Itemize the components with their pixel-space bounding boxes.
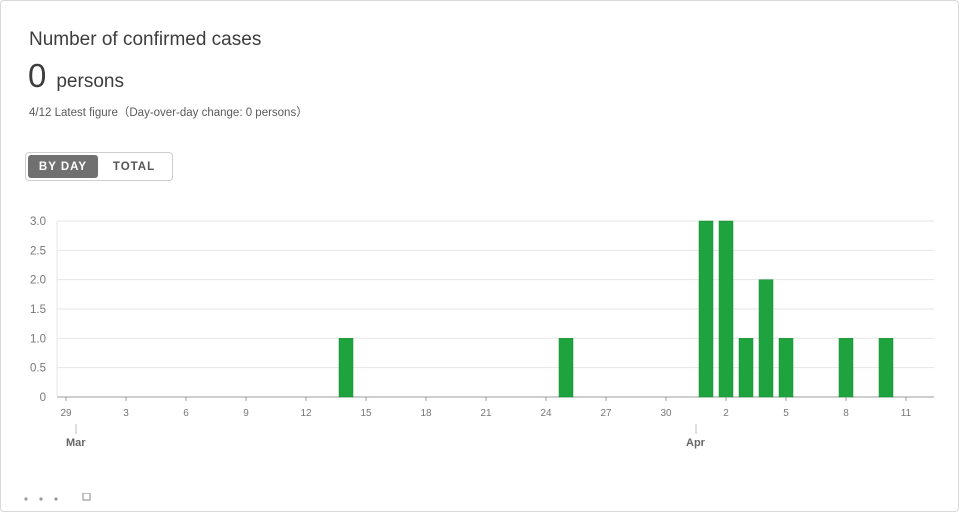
total-button[interactable]: TOTAL (112, 160, 156, 173)
y-tick-label: 3.0 (30, 216, 46, 228)
x-tick-label: 3 (123, 408, 129, 419)
x-tick-label: 8 (843, 408, 849, 419)
x-tick-label: 29 (60, 408, 72, 419)
chart-bars (338, 220, 894, 398)
cases-bar-chart: 29 3 6 9 12 15 18 21 24 27 30 2 5 8 11 Mar Apr 0 0.5 1.0 1.… (30, 216, 934, 449)
bar-2020-03-14 (338, 338, 354, 398)
bar-2020-04-04 (758, 279, 774, 398)
bar-2020-04-02 (718, 220, 734, 398)
y-tick-label: 1.5 (30, 304, 46, 316)
bar-2020-04-08 (838, 338, 854, 398)
card-title: Number of confirmed cases (29, 29, 262, 50)
month-label: Mar (66, 437, 86, 449)
x-tick-label: 30 (660, 408, 672, 419)
x-tick-label: 11 (901, 408, 912, 419)
y-tick-label: 2.5 (30, 245, 46, 257)
view-toggle: BY DAY TOTAL (25, 152, 173, 181)
bar-2020-04-03 (738, 338, 754, 398)
chart-y-axis: 0 0.5 1.0 1.5 2.0 2.5 3.0 (30, 216, 46, 404)
bar-2020-04-05 (778, 338, 794, 398)
bar-2020-04-10 (878, 338, 894, 398)
y-tick-label: 1.0 (30, 333, 46, 345)
x-tick-label: 15 (360, 408, 372, 419)
x-tick-label: 2 (723, 408, 729, 419)
y-tick-label: 0.5 (30, 363, 46, 375)
x-tick-label: 24 (540, 408, 552, 419)
y-tick-label: 2.0 (30, 275, 46, 287)
chart-grid (56, 220, 934, 398)
x-tick-label: 18 (420, 408, 432, 419)
x-tick-label: 27 (600, 408, 612, 419)
latest-figure-note: 4/12 Latest figure（Day-over-day change: … (29, 107, 308, 119)
x-tick-label: 21 (480, 408, 492, 419)
latest-value-unit: persons (56, 71, 124, 92)
chart-x-axis: 29 3 6 9 12 15 18 21 24 27 30 2 5 8 11 Mar Apr (60, 397, 912, 449)
x-tick-label: 6 (183, 408, 189, 419)
by-day-button[interactable]: BY DAY (28, 155, 99, 178)
x-tick-label: 9 (243, 408, 249, 419)
headline-figure: 0 persons (28, 59, 124, 93)
bar-2020-04-01 (698, 220, 714, 398)
x-tick-label: 5 (783, 408, 789, 419)
latest-value: 0 (28, 57, 47, 94)
bar-2020-03-25 (558, 338, 574, 398)
y-tick-label: 0 (40, 392, 46, 404)
month-label: Apr (686, 437, 706, 449)
x-tick-label: 12 (300, 408, 312, 419)
